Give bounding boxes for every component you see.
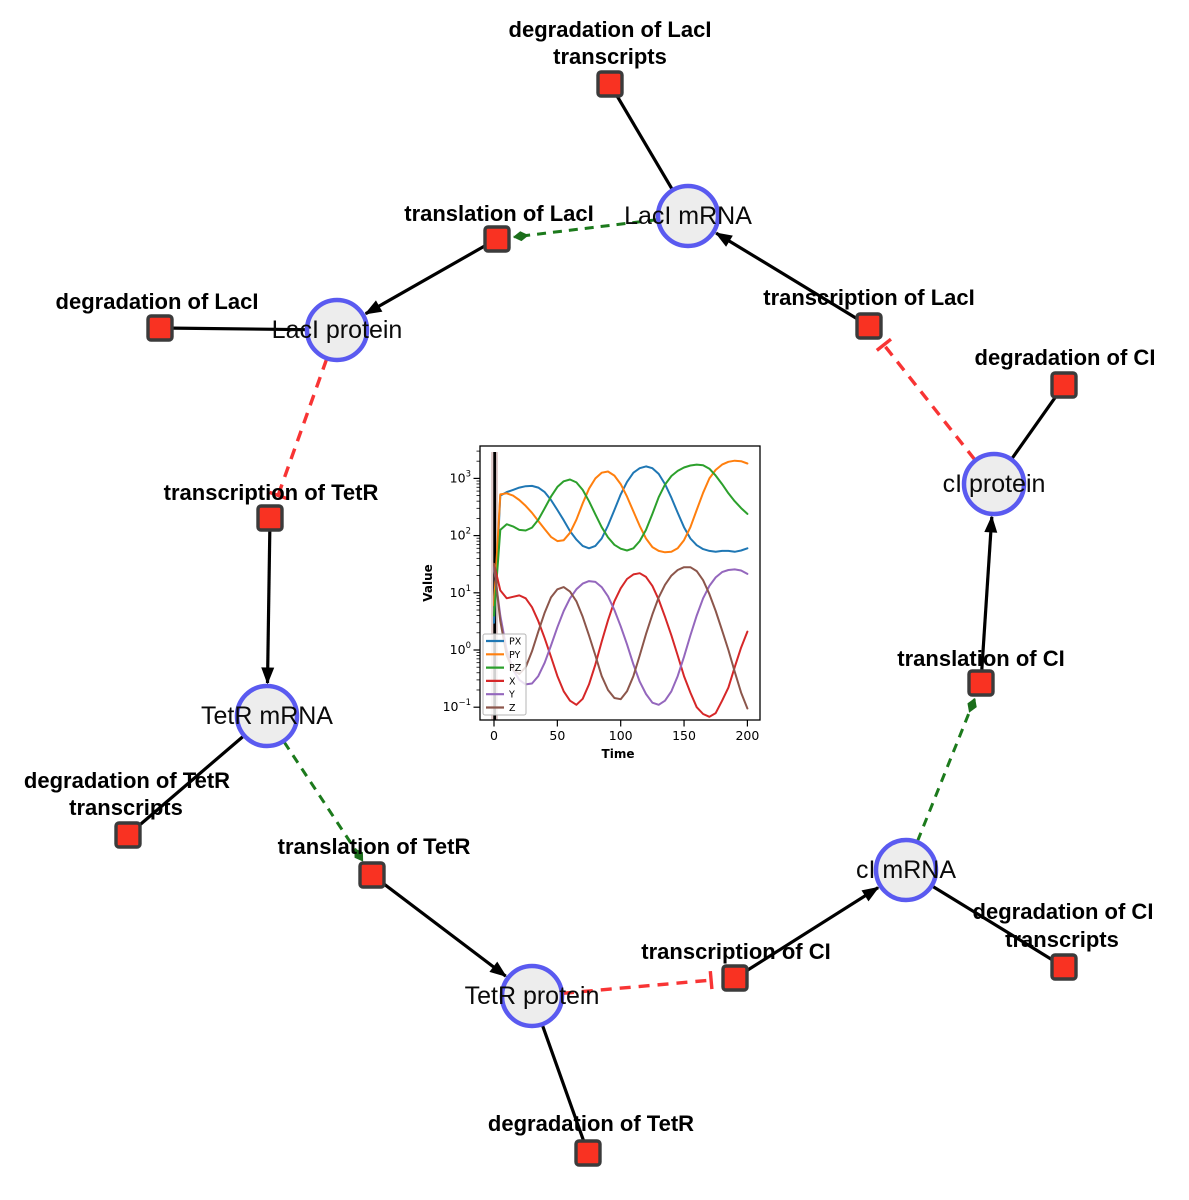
series-PX [493, 465, 749, 624]
edge-laci-protein-deg-laci-consumption [172, 326, 308, 332]
reaction-label-translation-tetr-0: translation of TetR [278, 834, 471, 859]
edge-tetr-protein-deg-tetr-consumption [540, 1023, 586, 1142]
edge-ci-protein-transcription-laci-inhibition [875, 337, 977, 461]
reaction-node-deg-ci[interactable] [1050, 371, 1078, 399]
species-node-laci-mrna[interactable] [655, 183, 721, 249]
reaction-node-translation-ci[interactable] [967, 669, 995, 697]
edge-tetr-mrna-translation-tetr-catalysis [282, 741, 364, 862]
reaction-label-deg-ci-transcripts-1: transcripts [1005, 927, 1119, 952]
species-label-laci-protein: LacI protein [272, 316, 403, 344]
reaction-label-deg-ci-0: degradation of CI [975, 345, 1156, 370]
edge-laci-mrna-translation-laci-catalysis [512, 218, 658, 242]
legend-label-Y: Y [508, 690, 515, 701]
y-tick-label: 100 [450, 641, 471, 657]
y-tick-label: 10−1 [443, 698, 471, 714]
reaction-label-deg-tetr-transcripts-0: degradation of TetR [24, 768, 230, 793]
reaction-label-translation-ci-0: translation of CI [897, 646, 1064, 671]
series-Z [493, 562, 749, 710]
reaction-label-deg-ci-transcripts-0: degradation of CI [973, 899, 1154, 924]
edge-ci-protein-deg-ci-consumption [1009, 394, 1058, 461]
species-label-ci-mrna: cI mRNA [856, 856, 956, 884]
species-node-laci-protein[interactable] [304, 297, 370, 363]
edge-tetr-protein-transcription-ci-inhibition [562, 970, 714, 995]
species-label-laci-mrna: LacI mRNA [624, 202, 752, 230]
plot-legend: PX PY PZ XYZ [482, 633, 527, 716]
edge-laci-protein-transcription-tetr-inhibition [269, 358, 329, 501]
reaction-node-transcription-laci[interactable] [855, 312, 883, 340]
series-PZ [493, 463, 749, 617]
edge-ci-mrna-translation-ci-catalysis [916, 697, 977, 842]
reaction-node-deg-tetr-transcripts[interactable] [114, 821, 142, 849]
reaction-node-deg-laci-transcripts[interactable] [596, 70, 624, 98]
edge-translation-tetr-tetr-protein-production [381, 881, 507, 978]
legend-label-PY: PY [509, 650, 521, 661]
reaction-label-deg-laci-0: degradation of LacI [56, 289, 259, 314]
species-node-tetr-protein[interactable] [499, 963, 565, 1029]
reaction-node-transcription-tetr[interactable] [256, 504, 284, 532]
edge-ci-mrna-deg-ci-transcripts-consumption [930, 884, 1054, 962]
plot-y-axis-label: Value [421, 564, 435, 602]
edge-tetr-mrna-deg-tetr-transcripts-consumption [136, 734, 246, 828]
legend-label-PZ: PZ [509, 663, 522, 674]
x-tick-label: 0 [490, 728, 498, 743]
reaction-node-translation-tetr[interactable] [358, 861, 386, 889]
edge-transcription-laci-laci-mrna-production [714, 231, 859, 321]
x-tick-label: 200 [735, 728, 759, 743]
reaction-node-deg-laci[interactable] [146, 314, 174, 342]
series-PY [493, 459, 749, 607]
y-tick-label: 103 [450, 469, 471, 485]
reaction-label-deg-laci-transcripts-1: transcripts [553, 44, 667, 69]
reaction-node-translation-laci[interactable] [483, 225, 511, 253]
legend-label-Z: Z [509, 703, 516, 714]
reaction-node-deg-tetr[interactable] [574, 1139, 602, 1167]
x-tick-label: 100 [609, 728, 633, 743]
reaction-label-deg-tetr-transcripts-1: transcripts [69, 795, 183, 820]
plot-x-axis-label: Time [602, 747, 635, 761]
legend-label-X: X [509, 676, 516, 687]
species-label-ci-protein: cI protein [943, 470, 1046, 498]
species-node-ci-mrna[interactable] [873, 837, 939, 903]
reaction-node-deg-ci-transcripts[interactable] [1050, 953, 1078, 981]
edge-transcription-ci-ci-mrna-production [745, 886, 880, 973]
edge-transcription-tetr-tetr-mrna-production [261, 530, 275, 685]
nodes-layer [114, 70, 1078, 1167]
series-Y [493, 566, 749, 706]
species-label-tetr-mrna: TetR mRNA [201, 702, 333, 730]
species-node-ci-protein[interactable] [961, 451, 1027, 517]
edge-translation-ci-ci-protein-production [980, 515, 998, 671]
reaction-label-deg-laci-transcripts-0: degradation of LacI [509, 17, 712, 42]
plot-frame [479, 445, 761, 721]
reaction-label-transcription-laci-0: transcription of LacI [763, 285, 974, 310]
species-node-tetr-mrna[interactable] [234, 683, 300, 749]
edge-translation-laci-laci-protein-production [364, 244, 487, 316]
reaction-node-transcription-ci[interactable] [721, 964, 749, 992]
reaction-label-deg-tetr-0: degradation of TetR [488, 1111, 694, 1136]
y-tick-label: 101 [450, 584, 471, 600]
x-tick-label: 50 [549, 728, 565, 743]
labels-layer: LacI mRNA LacI protein TetR mRNA TetR prote… [24, 17, 1156, 1136]
species-label-tetr-protein: TetR protein [465, 982, 600, 1010]
legend-label-PX: PX [509, 637, 522, 648]
edge-laci-mrna-deg-laci-transcripts-consumption [615, 94, 675, 192]
reaction-label-transcription-tetr-0: transcription of TetR [164, 480, 379, 505]
y-tick-label: 102 [450, 527, 471, 543]
reaction-label-transcription-ci-0: transcription of CI [641, 939, 830, 964]
reaction-label-translation-laci-0: translation of LacI [404, 201, 593, 226]
edges-layer [136, 94, 1058, 1142]
series-X [493, 562, 749, 718]
x-tick-label: 150 [672, 728, 696, 743]
